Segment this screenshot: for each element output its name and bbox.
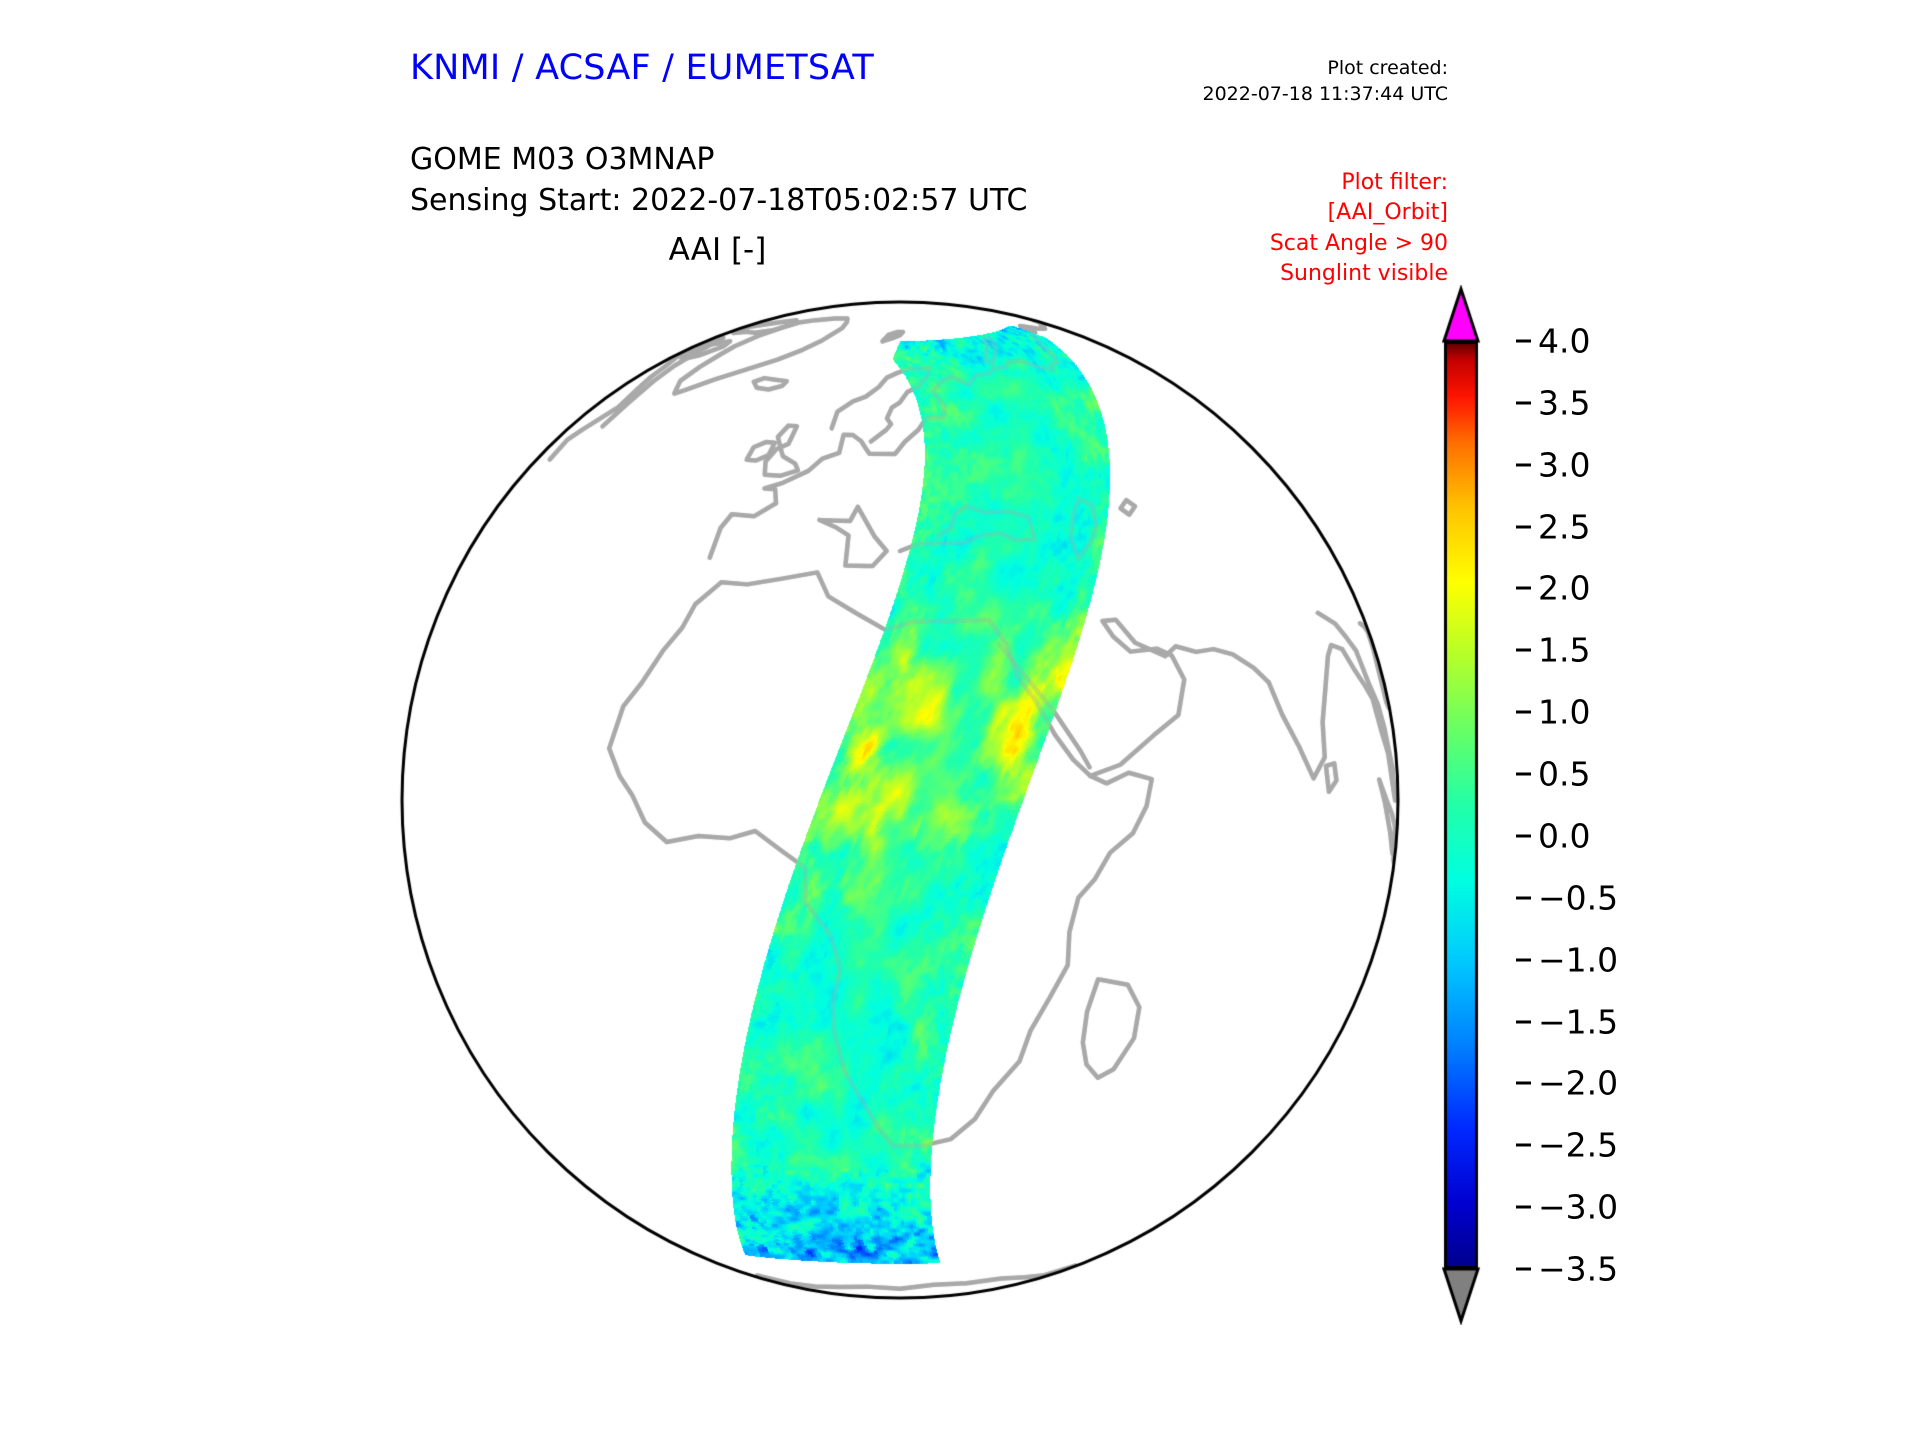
colorbar-tick-label: −1.5 — [1538, 1002, 1619, 1042]
colorbar-tick-mark — [1516, 834, 1531, 838]
colorbar-tick-mark — [1516, 1081, 1531, 1085]
colorbar-tick-label: −3.0 — [1538, 1187, 1619, 1227]
plot-created-timestamp: 2022-07-18 11:37:44 UTC — [1202, 82, 1449, 105]
colorbar-tick-mark — [1516, 772, 1531, 776]
colorbar-tick-mark — [1516, 463, 1531, 467]
colorbar-tick-label: 1.5 — [1538, 630, 1591, 670]
colorbar-tick-label: 2.0 — [1538, 568, 1591, 608]
colorbar-tick-mark — [1516, 896, 1531, 900]
plot-created-block: Plot created: 2022-07-18 11:37:44 UTC — [1203, 56, 1449, 107]
plot-filter-label: Plot filter: — [1341, 170, 1448, 195]
colorbar-tick-label: −3.5 — [1538, 1249, 1619, 1289]
colorbar-tick-mark — [1516, 339, 1531, 343]
colorbar: 4.0 3.5 3.0 2.5 2.0 1.5 1.0 0.5 0.0 −0.5 −1.0 −1.5 −… — [1442, 285, 1862, 1325]
colorbar-tick-label: 3.0 — [1538, 445, 1591, 485]
plot-title-block: GOME M03 O3MNAP Sensing Start: 2022-07-1… — [410, 140, 1027, 221]
plot-filter-block: Plot filter: [AAI_Orbit] Scat Angle > 90… — [1270, 168, 1448, 289]
colorbar-tick-label: −2.5 — [1538, 1125, 1619, 1165]
globe-map — [380, 280, 1420, 1320]
colorbar-tick-mark — [1516, 401, 1531, 405]
colorbar-tick-label: −0.5 — [1538, 878, 1619, 918]
colorbar-tick-mark — [1516, 1143, 1531, 1147]
sensing-start-title: Sensing Start: 2022-07-18T05:02:57 UTC — [410, 182, 1028, 218]
colorbar-tick-label: −2.0 — [1538, 1063, 1619, 1103]
colorbar-tick-label: 2.5 — [1538, 507, 1591, 547]
colorbar-tick-label: 1.0 — [1538, 692, 1591, 732]
plot-created-label: Plot created: — [1327, 57, 1448, 79]
colorbar-tick-label: 4.0 — [1538, 321, 1591, 361]
colorbar-tick-label: −1.0 — [1538, 940, 1619, 980]
colorbar-tick-labels: 4.0 3.5 3.0 2.5 2.0 1.5 1.0 0.5 0.0 −0.5 −1.0 −1.5 −… — [1516, 285, 1716, 1325]
colorbar-gradient — [1442, 285, 1502, 1325]
colorbar-tick-mark — [1516, 648, 1531, 652]
plot-filter-condition: Scat Angle > 90 — [1269, 230, 1448, 256]
colorbar-tick-mark — [1516, 525, 1531, 529]
colorbar-tick-label: 0.0 — [1538, 816, 1591, 856]
colorbar-tick-mark — [1516, 710, 1531, 714]
colorbar-tick-mark — [1516, 1205, 1531, 1209]
instrument-title: GOME M03 O3MNAP — [410, 142, 715, 177]
colorbar-tick-mark — [1516, 958, 1531, 962]
colorbar-tick-label: 0.5 — [1538, 754, 1591, 794]
organization-header: KNMI / ACSAF / EUMETSAT — [410, 48, 874, 88]
colorbar-tick-label: 3.5 — [1538, 383, 1591, 423]
colorbar-tick-mark — [1516, 1020, 1531, 1024]
plot-filter-name: [AAI_Orbit] — [1327, 200, 1448, 226]
colorbar-tick-mark — [1516, 1267, 1531, 1271]
variable-title: AAI [-] — [668, 232, 767, 268]
colorbar-tick-mark — [1516, 586, 1531, 590]
